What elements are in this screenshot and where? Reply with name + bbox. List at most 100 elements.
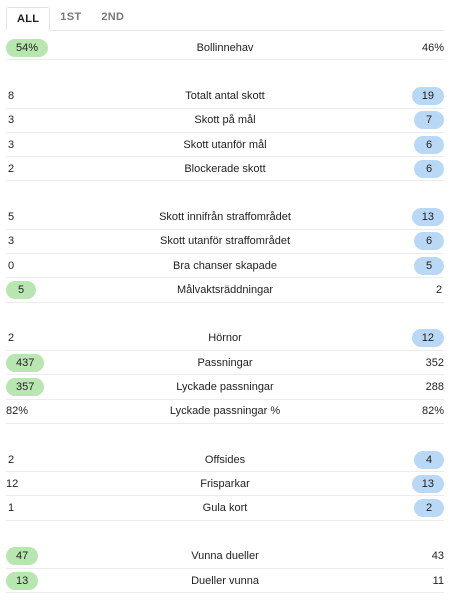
away-value-cell: 11: [384, 572, 444, 590]
home-value: 2: [7, 453, 15, 466]
home-value-badge: 13: [6, 571, 39, 590]
stat-label: Skott innifrån straffområdet: [159, 211, 291, 224]
stat-row: 54% Bollinnehav 46%: [6, 36, 444, 61]
away-value-badge: 12: [411, 329, 444, 348]
home-value-cell: 5: [6, 281, 66, 300]
home-value: 5: [7, 211, 15, 224]
away-value: 352: [425, 356, 444, 369]
stats-list: 54% Bollinnehav 46% 8 Totalt antal skott 19 3 S…: [6, 36, 444, 594]
away-value: 43: [431, 550, 444, 563]
home-value-cell: 54%: [6, 38, 66, 57]
away-value: 46%: [421, 41, 444, 54]
home-value-cell: 2: [6, 451, 66, 469]
away-value-badge: 4: [414, 450, 444, 469]
away-value-cell: 43: [384, 547, 444, 565]
stat-label: Blockerade skott: [184, 162, 266, 175]
stat-row: 82% Lyckade passningar % 82%: [6, 400, 444, 424]
home-value-cell: 8: [6, 87, 66, 105]
away-value-badge: 19: [411, 86, 444, 105]
away-value-cell: 4: [384, 450, 444, 469]
away-value-cell: 5: [384, 256, 444, 275]
stat-label: Skott på mål: [194, 114, 256, 127]
home-value-cell: 1: [6, 499, 66, 517]
away-value: 288: [425, 380, 444, 393]
stat-row: 5 Skott innifrån straffområdet 13: [6, 205, 444, 230]
home-value-cell: 13: [6, 571, 66, 590]
home-value: 2: [7, 162, 15, 175]
away-value-badge: 13: [411, 208, 444, 227]
away-value-badge: 2: [414, 499, 444, 518]
home-value-cell: 3: [6, 136, 66, 154]
stat-row: 3 Skott utanför straffområdet 6: [6, 230, 444, 255]
stat-row: 3 Skott på mål 7: [6, 109, 444, 133]
stat-row: 8 Totalt antal skott 19: [6, 84, 444, 109]
stat-label: Totalt antal skott: [185, 89, 265, 102]
home-value-badge: 5: [6, 281, 36, 300]
stat-label: Målvaktsräddningar: [177, 284, 273, 297]
home-value-cell: 2: [6, 160, 66, 178]
stat-row: 2 Hörnor 12: [6, 327, 444, 351]
away-value-cell: 6: [384, 159, 444, 178]
stat-row: 1 Gula kort 2: [6, 496, 444, 521]
home-value-badge: 357: [6, 377, 45, 396]
home-value: 2: [7, 332, 15, 345]
away-value-cell: 12: [384, 329, 444, 348]
stat-label: Hörnor: [208, 332, 242, 345]
away-value-badge: 13: [411, 474, 444, 493]
tab-1st[interactable]: 1ST: [60, 11, 82, 23]
away-value-badge: 6: [414, 135, 444, 154]
home-value: 3: [7, 138, 15, 151]
away-value-cell: 6: [384, 135, 444, 154]
away-value-cell: 13: [384, 474, 444, 493]
away-value-cell: 19: [384, 86, 444, 105]
stat-label: Offsides: [204, 453, 246, 466]
away-value-badge: 6: [414, 232, 444, 251]
stat-row: 13 Dueller vunna 11: [6, 569, 444, 594]
away-value-badge: 6: [414, 159, 444, 178]
home-value-cell: 0: [6, 257, 66, 275]
away-value-cell: 7: [384, 111, 444, 130]
stat-label: Dueller vunna: [191, 574, 259, 587]
away-value-cell: 2: [384, 499, 444, 518]
away-value-cell: 2: [384, 281, 444, 299]
home-value: 12: [6, 477, 19, 490]
home-value-badge: 437: [6, 353, 45, 372]
home-value-cell: 3: [6, 232, 66, 250]
home-value-cell: 437: [6, 353, 66, 372]
home-value-cell: 5: [6, 208, 66, 226]
away-value-badge: 7: [414, 111, 444, 130]
stat-row: 0 Bra chanser skapade 5: [6, 254, 444, 279]
away-value-cell: 288: [384, 378, 444, 396]
tab-2nd[interactable]: 2ND: [101, 11, 125, 23]
home-value-cell: 82%: [6, 402, 66, 420]
stat-label: Skott utanför straffområdet: [159, 235, 291, 248]
home-value: 3: [7, 114, 15, 127]
tab-all[interactable]: ALL: [6, 6, 51, 31]
away-value: 2: [435, 284, 443, 297]
home-value-cell: 2: [6, 329, 66, 347]
home-value-badge: 47: [6, 547, 39, 566]
stat-row: 5 Målvaktsräddningar 2: [6, 278, 444, 303]
stat-label: Frisparkar: [200, 477, 250, 490]
home-value-cell: 3: [6, 111, 66, 129]
stat-label: Vunna dueller: [191, 550, 259, 563]
away-value-cell: 6: [384, 232, 444, 251]
stat-row: 3 Skott utanför mål 6: [6, 133, 444, 158]
home-value: 82%: [6, 405, 29, 418]
stat-row: 2 Blockerade skott 6: [6, 157, 444, 182]
away-value-cell: 46%: [384, 39, 444, 57]
away-value-cell: 13: [384, 208, 444, 227]
away-value-badge: 5: [414, 256, 444, 275]
stat-label: Skott utanför mål: [183, 138, 267, 151]
home-value: 1: [7, 502, 15, 515]
stat-label: Bollinnehav: [196, 41, 254, 54]
stat-row: 437 Passningar 352: [6, 351, 444, 376]
stat-label: Lyckade passningar: [176, 380, 274, 393]
home-value: 3: [7, 235, 15, 248]
period-tabs: ALL 1ST 2ND: [6, 6, 444, 31]
stat-label: Passningar: [197, 356, 253, 369]
stat-row: 2 Offsides 4: [6, 448, 444, 473]
home-value: 0: [7, 259, 15, 272]
home-value-badge: 54%: [6, 38, 49, 57]
away-value-cell: 82%: [384, 402, 444, 420]
